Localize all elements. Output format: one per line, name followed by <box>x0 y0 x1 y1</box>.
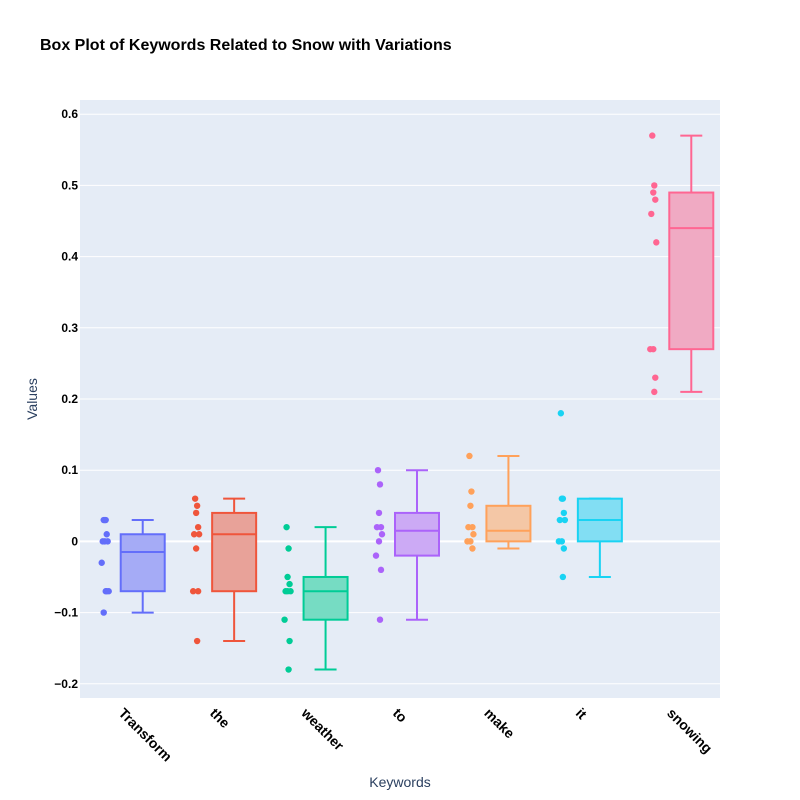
y-axis-label: Values <box>24 378 40 420</box>
box-group-make <box>464 452 532 552</box>
data-point <box>284 588 291 595</box>
iqr-box <box>668 191 715 351</box>
data-point <box>194 588 202 595</box>
data-point <box>468 488 475 495</box>
data-point <box>557 410 565 417</box>
box-group-it <box>555 410 623 581</box>
y-tick-label: 0.3 <box>61 321 78 335</box>
data-point <box>651 182 658 189</box>
y-tick-label: 0.2 <box>61 392 78 406</box>
iqr-box <box>119 533 166 593</box>
data-point <box>470 531 477 538</box>
data-point <box>103 531 110 538</box>
iqr-box <box>302 575 349 621</box>
data-point <box>189 588 197 595</box>
data-point <box>101 516 108 524</box>
data-point <box>374 466 382 474</box>
y-tick-label: 0.4 <box>61 250 78 264</box>
data-point <box>375 538 383 545</box>
x-tick-label: weather <box>298 704 348 754</box>
y-tick-label: 0 <box>71 534 78 548</box>
data-point <box>560 545 568 552</box>
data-point <box>559 573 567 581</box>
box-group-weather <box>281 523 349 673</box>
data-point <box>193 637 201 645</box>
data-point <box>191 495 199 502</box>
x-tick-label: the <box>207 705 233 731</box>
box-series <box>98 132 715 673</box>
data-point <box>105 588 112 595</box>
data-point <box>375 509 383 517</box>
y-tick-label: 0.1 <box>61 463 78 477</box>
data-point <box>372 552 380 559</box>
data-point <box>464 538 471 545</box>
data-point <box>377 566 385 574</box>
data-point <box>192 545 200 552</box>
data-point <box>651 388 658 396</box>
y-tick-label: 0.5 <box>61 178 78 192</box>
x-tick-label: it <box>573 705 591 723</box>
data-point <box>558 495 566 502</box>
data-point <box>561 516 569 524</box>
box-group-the <box>189 495 258 645</box>
data-point <box>650 189 657 196</box>
data-point <box>192 509 200 517</box>
y-tick-label: 0.6 <box>61 107 78 121</box>
y-tick-label: −0.2 <box>54 677 78 691</box>
data-point <box>469 545 476 552</box>
data-point <box>465 523 472 531</box>
data-point <box>194 523 202 531</box>
data-point <box>373 523 381 531</box>
data-point <box>376 616 384 623</box>
data-point <box>281 616 288 623</box>
data-point <box>285 666 292 673</box>
data-point <box>98 559 105 566</box>
x-axis-label: Keywords <box>369 774 430 790</box>
data-point <box>647 345 654 353</box>
box-group-transform <box>98 516 166 616</box>
x-tick-label: to <box>390 705 411 726</box>
box-group-to <box>372 466 440 623</box>
data-point <box>467 502 474 509</box>
iqr-box <box>211 511 258 593</box>
data-point <box>653 239 660 246</box>
data-point <box>652 374 659 381</box>
data-point <box>378 531 386 538</box>
x-tick-label: Transform <box>116 705 176 765</box>
chart-title: Box Plot of Keywords Related to Snow wit… <box>40 37 452 54</box>
x-tick-label: snowing <box>664 705 715 756</box>
data-point <box>466 452 473 460</box>
y-tick-label: −0.1 <box>54 606 78 620</box>
data-point <box>376 481 384 488</box>
data-point <box>195 531 203 538</box>
data-point <box>286 637 293 645</box>
data-point <box>652 196 659 203</box>
data-point <box>100 609 107 616</box>
data-point <box>101 538 108 545</box>
iqr-box <box>394 511 440 557</box>
data-point <box>560 509 568 517</box>
data-point <box>285 545 292 552</box>
data-point <box>555 538 563 545</box>
data-point <box>648 210 655 218</box>
data-point <box>190 531 198 538</box>
iqr-box <box>485 504 532 543</box>
x-tick-labels: Transform the weather to make it snowing <box>116 704 716 764</box>
data-point <box>556 516 564 524</box>
data-point <box>649 132 656 139</box>
box-group-snowing <box>647 132 715 396</box>
data-point <box>193 502 201 509</box>
data-point <box>284 573 291 581</box>
x-tick-label: make <box>481 705 518 742</box>
y-tick-labels: −0.2 −0.1 0 0.1 0.2 0.3 0.4 0.5 0.6 <box>54 107 78 691</box>
data-point <box>283 523 290 531</box>
data-point <box>286 580 293 588</box>
